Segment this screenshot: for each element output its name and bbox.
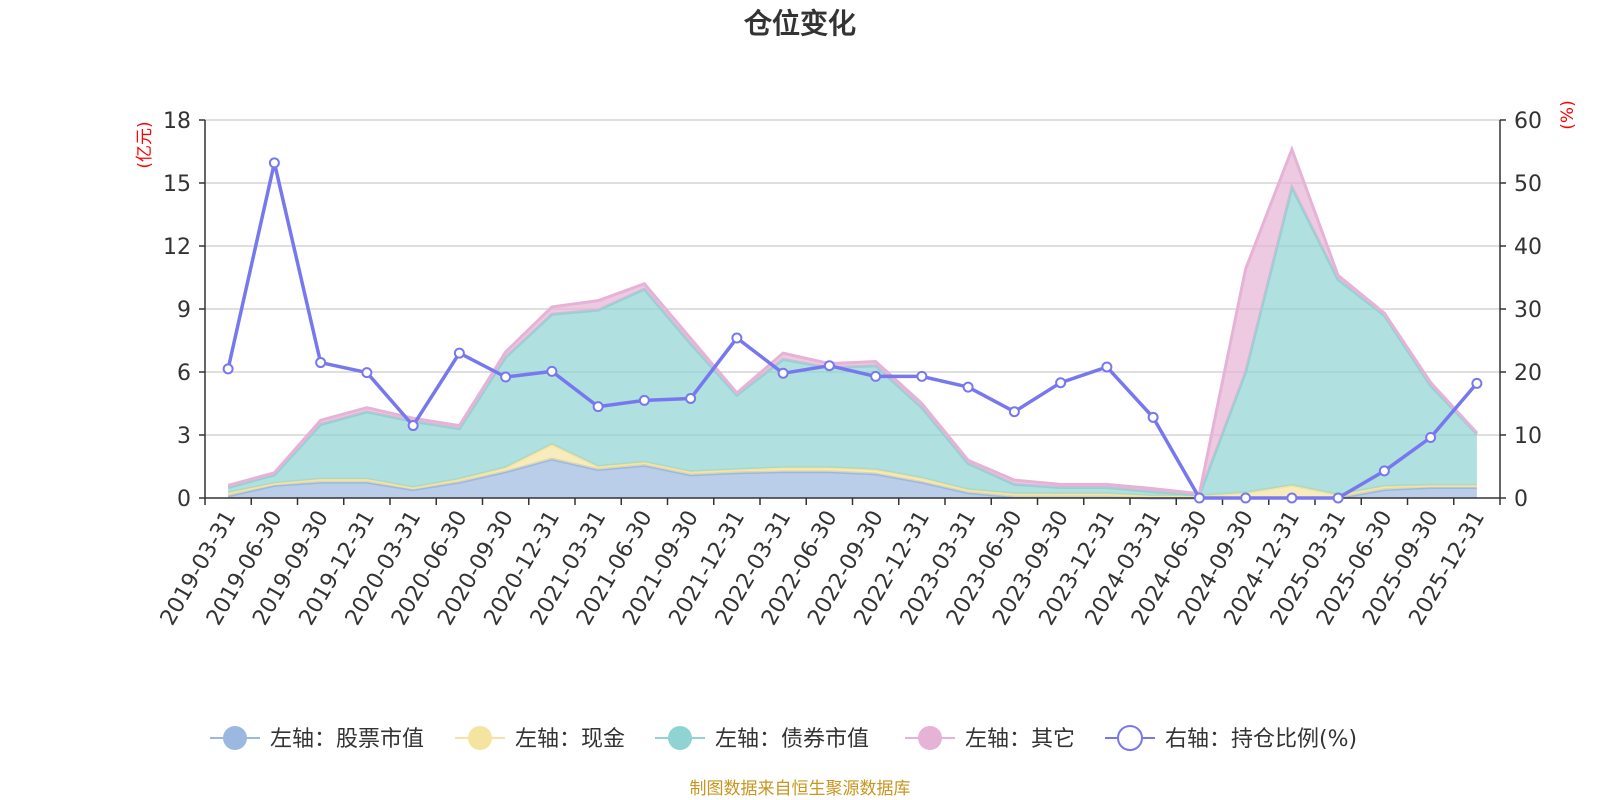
left-tick-label: 12 xyxy=(163,235,191,260)
ratio-point xyxy=(1332,492,1344,504)
area-fill xyxy=(228,187,1477,496)
right-tick-label: 50 xyxy=(1514,172,1542,197)
left-tick-label: 9 xyxy=(177,298,191,323)
ratio-point xyxy=(592,401,604,413)
ratio-point xyxy=(500,371,512,383)
area-series xyxy=(227,145,1479,500)
ratio-point xyxy=(962,381,974,393)
ratio-point xyxy=(870,370,882,382)
right-tick-label: 40 xyxy=(1514,235,1542,260)
ratio-point xyxy=(777,367,789,379)
ratio-point xyxy=(222,363,234,375)
right-tick-label: 30 xyxy=(1514,298,1542,323)
area-fill xyxy=(228,459,1477,498)
legend-label: 右轴：持仓比例(%) xyxy=(1165,727,1357,752)
legend-marker xyxy=(668,726,692,750)
ratio-point xyxy=(1378,465,1390,477)
ratio-point xyxy=(1286,492,1298,504)
right-tick-label: 20 xyxy=(1514,361,1542,386)
ratio-point xyxy=(1147,411,1159,423)
ratio-point xyxy=(407,420,419,432)
ratio-point xyxy=(546,365,558,377)
area-edge xyxy=(227,145,1479,496)
ratio-line xyxy=(226,161,1479,500)
legend-marker xyxy=(1117,725,1143,751)
left-tick-label: 15 xyxy=(163,172,191,197)
legend-label: 左轴：其它 xyxy=(965,727,1075,752)
area-fill xyxy=(228,444,1477,498)
legend-label: 左轴：债券市值 xyxy=(715,727,869,752)
ratio-point xyxy=(685,392,697,404)
legend-label: 左轴：现金 xyxy=(515,727,625,752)
line-series xyxy=(222,157,1483,504)
ratio-point xyxy=(1471,377,1483,389)
ratio-point xyxy=(315,357,327,369)
ratio-point xyxy=(731,332,743,344)
left-tick-label: 6 xyxy=(177,361,191,386)
legend-marker xyxy=(468,726,492,750)
ratio-point xyxy=(361,367,373,379)
source-note: 制图数据来自恒生聚源数据库 xyxy=(690,779,911,799)
ratio-point xyxy=(268,157,280,169)
legend-marker xyxy=(223,726,247,750)
ratio-point xyxy=(1055,377,1067,389)
legend-label: 左轴：股票市值 xyxy=(270,727,424,752)
ratio-point xyxy=(1240,492,1252,504)
left-tick-label: 3 xyxy=(177,424,191,449)
legend-marker xyxy=(918,726,942,750)
ratio-point xyxy=(1425,432,1437,444)
ratio-point xyxy=(1008,406,1020,418)
right-axis-unit: (%) xyxy=(1558,100,1578,129)
chart-title: 仓位变化 xyxy=(744,7,856,40)
ratio-point xyxy=(638,394,650,406)
ratio-point xyxy=(1101,361,1113,373)
ratio-point xyxy=(453,347,465,359)
ratio-point xyxy=(916,370,928,382)
ratio-point xyxy=(1193,492,1205,504)
left-tick-label: 18 xyxy=(163,109,191,134)
right-tick-label: 0 xyxy=(1514,487,1528,512)
right-tick-label: 60 xyxy=(1514,109,1542,134)
left-axis-unit: (亿元) xyxy=(135,121,155,168)
ratio-point xyxy=(823,360,835,372)
right-tick-label: 10 xyxy=(1514,424,1542,449)
legend: 左轴：股票市值 左轴：现金 左轴：债券市值 左轴：其它 右轴：持仓比例(%) xyxy=(210,725,1357,752)
left-tick-label: 0 xyxy=(177,487,191,512)
